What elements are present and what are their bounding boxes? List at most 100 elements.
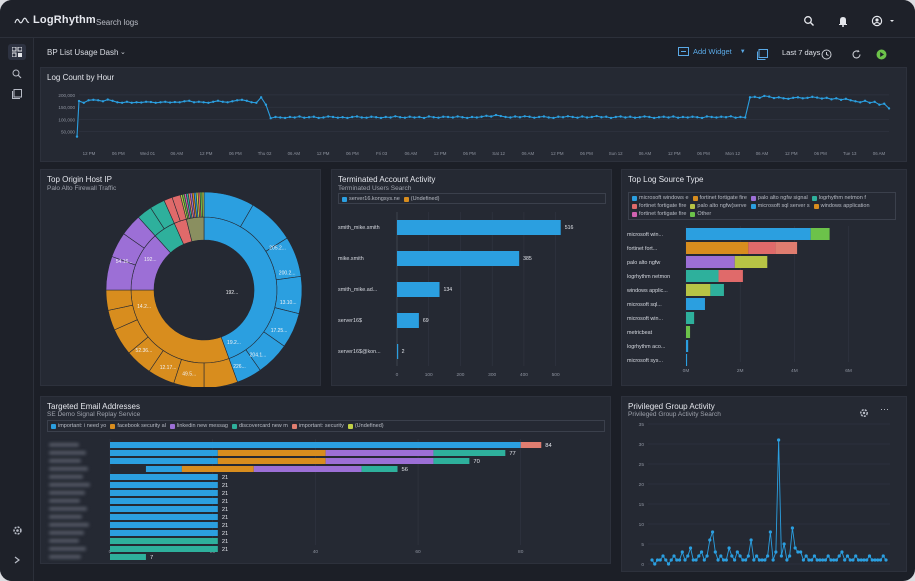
- legend-item[interactable]: server16.kongsys.ne: [342, 196, 400, 202]
- data-point: [384, 115, 387, 119]
- legend-item[interactable]: palo alto ngfw(serve: [690, 203, 747, 209]
- legend-item[interactable]: microsoft sql server s: [750, 203, 810, 209]
- log-count-chart[interactable]: 200,000 150,000 100,000 50,000 12 PM 06 PM Wed…: [41, 68, 908, 163]
- redacted-email-label: [49, 539, 79, 543]
- legend-item[interactable]: linkedin new messag: [169, 423, 228, 429]
- redacted-email-label: [49, 531, 84, 535]
- stacked-bar-segment: [686, 326, 691, 338]
- data-point: [293, 116, 296, 119]
- data-point: [763, 94, 766, 98]
- redacted-email-label: [49, 507, 87, 511]
- legend-item[interactable]: fortinet fortigate fire: [632, 203, 686, 209]
- stacked-bar-segment: [145, 466, 182, 472]
- sunburst-label: 14.2...: [137, 304, 151, 310]
- data-point: [662, 115, 665, 118]
- x-tick-label: 12 PM: [434, 151, 447, 156]
- redacted-email-label: [49, 491, 85, 495]
- widget-settings-icon[interactable]: [859, 405, 869, 423]
- sunburst-label: 19.2...: [227, 340, 241, 346]
- data-point: [106, 98, 109, 101]
- data-point: [677, 558, 682, 562]
- data-point: [657, 116, 661, 119]
- data-point: [839, 98, 843, 102]
- data-point: [355, 115, 359, 118]
- legend-item[interactable]: important: security: [291, 423, 344, 429]
- legend-item[interactable]: microsoft windows e: [632, 195, 689, 201]
- data-point: [197, 100, 201, 103]
- data-point: [777, 96, 780, 99]
- x-tick-label: 06 AM: [756, 151, 769, 156]
- data-point: [715, 116, 718, 119]
- data-point: [240, 98, 244, 102]
- search-nav-icon[interactable]: [8, 66, 26, 82]
- legend-item[interactable]: (Undefined): [347, 423, 384, 429]
- data-point: [812, 554, 817, 558]
- bar-value-label: 69: [423, 318, 429, 324]
- privileged-line-chart[interactable]: 35 30 25 20 15 10 5 0: [622, 397, 908, 573]
- data-point: [168, 101, 172, 104]
- data-point: [865, 558, 869, 562]
- data-point: [475, 116, 479, 119]
- legend-item[interactable]: facebook security al: [110, 423, 166, 429]
- legend-item[interactable]: windows application: [813, 203, 870, 209]
- legend-item[interactable]: fortinet fortigate fire: [692, 195, 747, 201]
- dashboard-nav-icon[interactable]: [8, 44, 26, 60]
- stacked-bar-segment: [686, 312, 695, 324]
- data-point: [336, 116, 340, 119]
- refresh-icon[interactable]: [851, 47, 862, 59]
- x-tick-label: 6M: [845, 368, 852, 374]
- legend-item[interactable]: logrhythm netmon f: [811, 195, 866, 201]
- sunburst-label: 205.2...: [269, 246, 286, 252]
- search-icon[interactable]: [803, 14, 815, 26]
- play-icon[interactable]: [876, 47, 887, 60]
- category-label: smith_mike.ad...: [338, 287, 377, 293]
- clock-icon[interactable]: [821, 47, 832, 60]
- stacked-bar-segment: [748, 242, 776, 254]
- data-point: [807, 558, 811, 562]
- expand-sidebar-icon[interactable]: [8, 552, 26, 568]
- x-tick-label: 100: [425, 372, 433, 378]
- category-label: smith_mike.smith: [338, 225, 380, 231]
- legend-item[interactable]: (Undefined): [403, 196, 440, 202]
- data-point: [154, 101, 157, 104]
- user-menu-icon[interactable]: [871, 14, 897, 27]
- data-point: [818, 558, 822, 562]
- origin-host-sunburst[interactable]: 200.2... 205.2... 13.10... 17.25... 204.1...…: [41, 170, 322, 387]
- stacked-bar-segment: [686, 270, 719, 282]
- terminated-panel: Terminated Account Activity Terminated U…: [331, 169, 612, 386]
- search-logs-link[interactable]: Search logs: [96, 18, 139, 27]
- layout-icon[interactable]: [757, 47, 768, 60]
- bell-icon[interactable]: [837, 14, 849, 27]
- legend-item[interactable]: fortinet fortigate fire: [632, 211, 686, 217]
- terminated-bar-chart[interactable]: 0 100 200 300 400 500 516 smith_mike.smith 385 mi…: [332, 170, 613, 387]
- time-range-label[interactable]: Last 7 days: [782, 48, 821, 57]
- library-nav-icon[interactable]: [8, 86, 26, 102]
- more-options-icon[interactable]: ⋯: [880, 404, 889, 414]
- data-point: [77, 99, 81, 103]
- x-tick-label: 06 PM: [346, 151, 359, 156]
- dashboard-dropdown-icon[interactable]: ⌄: [120, 49, 126, 56]
- data-point: [771, 558, 775, 562]
- data-point: [686, 554, 690, 558]
- y-tick-label: 15: [639, 502, 645, 508]
- dashboard-name[interactable]: BP List Usage Dash: [47, 48, 119, 57]
- y-tick-label: 50,000: [61, 130, 75, 135]
- data-point: [721, 558, 726, 562]
- x-tick-label: 06 AM: [288, 151, 301, 156]
- legend-item[interactable]: Other: [690, 211, 711, 217]
- data-point: [585, 116, 589, 119]
- legend-item[interactable]: discovercard new m: [231, 423, 288, 429]
- data-point: [801, 97, 804, 100]
- settings-nav-icon[interactable]: [8, 522, 26, 538]
- legend-item[interactable]: important: i need yo: [51, 423, 106, 429]
- x-tick-label: 06 PM: [229, 151, 242, 156]
- y-tick-label: 200,000: [58, 93, 75, 98]
- log-source-bar-chart[interactable]: 0M 2M 4M 6M microsoft win... fortinet fort...…: [622, 170, 908, 387]
- legend-item[interactable]: palo alto ngfw signal: [750, 195, 808, 201]
- data-point: [489, 115, 493, 118]
- data-point: [719, 554, 723, 558]
- add-widget-button[interactable]: Add Widget ▼: [678, 47, 746, 56]
- logo[interactable]: LogRhythm: [14, 14, 96, 26]
- data-point: [821, 558, 825, 562]
